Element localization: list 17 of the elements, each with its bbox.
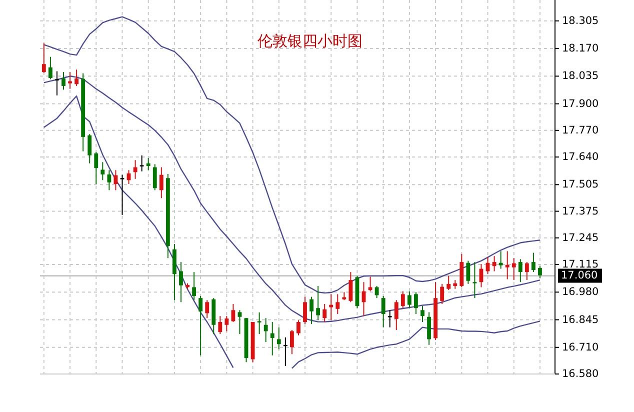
- y-tick-label: 18.170: [562, 42, 599, 55]
- y-tick-label: 17.900: [562, 98, 599, 110]
- y-tick-label: 17.505: [562, 178, 599, 191]
- y-tick-label: 16.845: [562, 314, 599, 326]
- y-tick-label: 16.580: [562, 368, 599, 380]
- y-tick-label: 17.640: [562, 151, 599, 164]
- y-tick-label: 17.770: [562, 124, 599, 136]
- ref-line-label: 17.060: [561, 270, 598, 282]
- y-tick-label: 17.375: [562, 205, 599, 218]
- y-tick-label: 16.710: [562, 341, 599, 354]
- y-tick-label: 17.115: [562, 258, 599, 270]
- ref-label: 17.060: [558, 268, 602, 283]
- y-tick-label: 18.035: [562, 70, 599, 82]
- y-tick-label: 18.305: [562, 14, 599, 27]
- y-tick-label: 16.980: [562, 286, 599, 298]
- title: 伦敦银四小时图: [258, 34, 362, 50]
- y-tick-label: 17.245: [562, 232, 599, 244]
